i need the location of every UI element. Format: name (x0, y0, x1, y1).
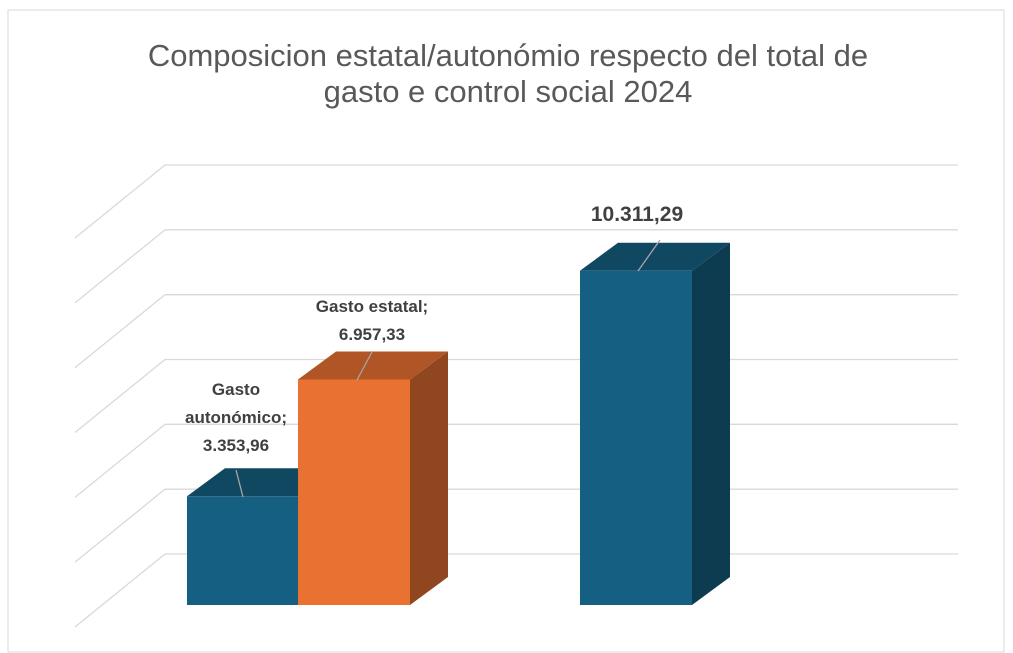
leader-line (235, 469, 244, 498)
bar-top (298, 351, 448, 380)
grid-line (74, 164, 166, 239)
grid-line (74, 553, 166, 628)
data-label: Gasto autonómico; 3.353,96 (185, 380, 287, 455)
grid-line (74, 423, 166, 498)
bar-side (692, 242, 730, 605)
grid-line (74, 229, 166, 304)
leader-line (356, 351, 373, 381)
bar-top (580, 242, 730, 271)
grid-line (74, 294, 166, 369)
bar (580, 270, 692, 605)
leader-line (637, 239, 661, 272)
chart-frame (7, 9, 1005, 653)
bar (187, 496, 299, 605)
data-label: Gasto estatal; 6.957,33 (315, 297, 429, 344)
chart-title: Composicion estatal/autonómio respecto d… (147, 38, 869, 109)
grid-line (74, 358, 166, 434)
bar (298, 379, 410, 605)
bar-side (410, 351, 448, 605)
data-label: 10.311,29 (590, 203, 684, 226)
grid-line (74, 488, 166, 563)
